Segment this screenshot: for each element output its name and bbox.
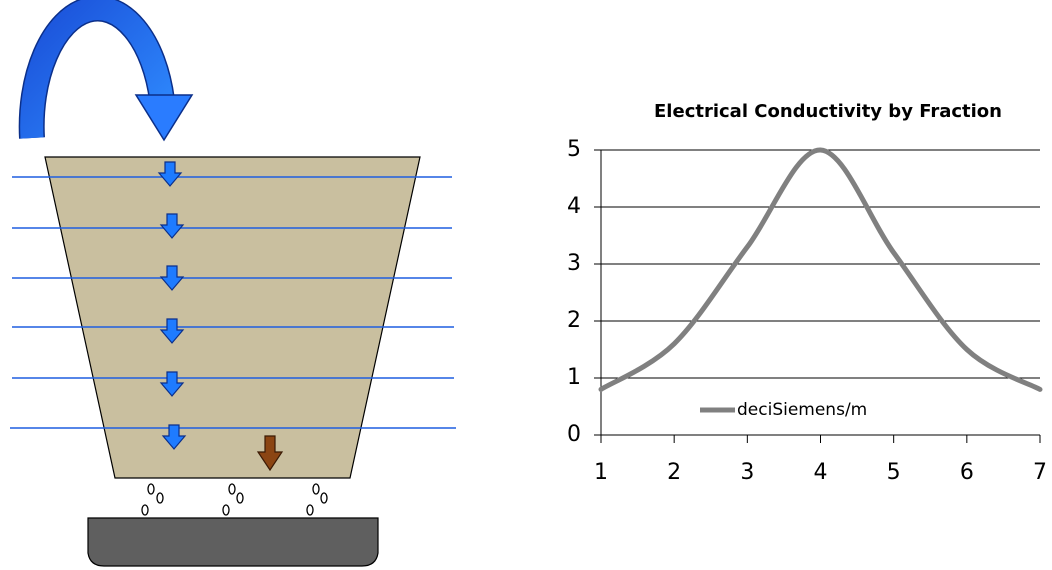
diagram xyxy=(10,0,456,567)
x-tick-label: 3 xyxy=(740,460,754,485)
x-tick-label: 2 xyxy=(667,460,681,485)
chart-title: Electrical Conductivity by Fraction xyxy=(654,101,1002,122)
y-tick-label: 3 xyxy=(567,251,581,276)
y-tick-label: 1 xyxy=(567,365,581,390)
brown-arrow xyxy=(256,435,284,472)
y-tick-label: 0 xyxy=(567,422,581,447)
curved-arrow xyxy=(20,0,174,139)
droplets xyxy=(141,483,328,516)
x-tick-label: 4 xyxy=(814,460,828,485)
y-tick-label: 2 xyxy=(567,308,581,333)
arrow-head xyxy=(134,94,194,142)
y-tick-label: 5 xyxy=(567,137,581,162)
x-tick-label: 5 xyxy=(887,460,901,485)
x-tick-label: 6 xyxy=(960,460,974,485)
layer-lines xyxy=(10,176,456,429)
column xyxy=(44,156,421,479)
tray xyxy=(87,517,379,567)
legend-label: deciSiemens/m xyxy=(737,400,867,420)
x-tick-label: 7 xyxy=(1033,460,1047,485)
x-tick-label: 1 xyxy=(594,460,608,485)
series-line xyxy=(598,147,1043,392)
y-tick-label: 4 xyxy=(567,194,581,219)
chart: Electrical Conductivity by Fraction 0123… xyxy=(567,101,1047,485)
